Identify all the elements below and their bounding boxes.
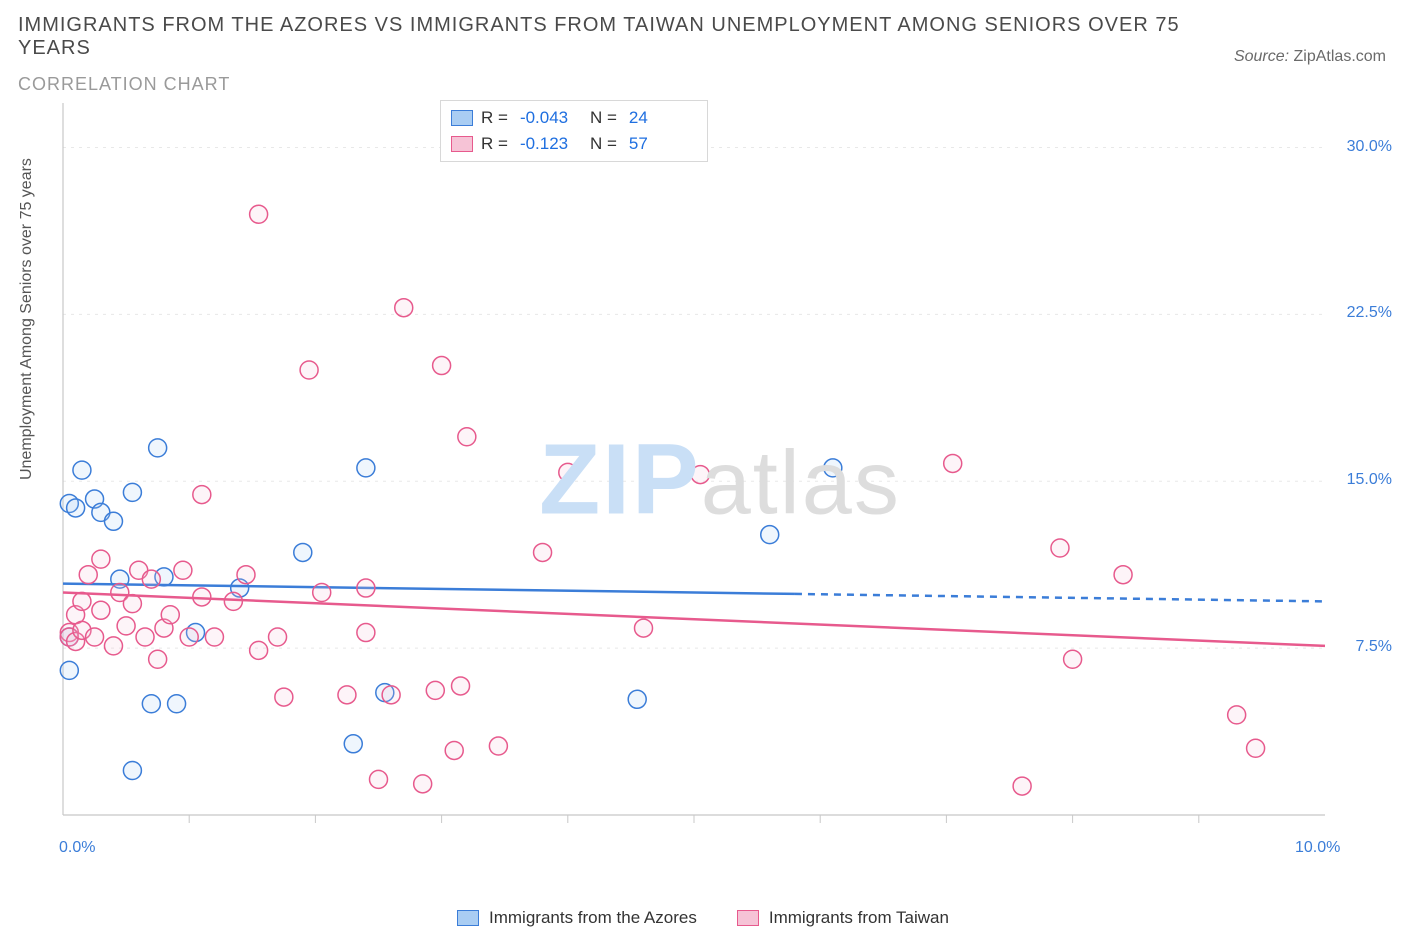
page-subtitle: CORRELATION CHART	[18, 74, 1206, 95]
legend-row-azores: R = -0.043 N = 24	[451, 105, 691, 131]
y-tick-label: 22.5%	[1347, 304, 1392, 322]
n-label: N =	[590, 105, 617, 131]
series-label-azores: Immigrants from the Azores	[489, 908, 697, 928]
correlation-legend: R = -0.043 N = 24 R = -0.123 N = 57	[440, 100, 708, 162]
legend-item-taiwan: Immigrants from Taiwan	[737, 908, 949, 928]
y-axis-label: Unemployment Among Seniors over 75 years	[18, 158, 36, 480]
source-label: Source:	[1234, 48, 1289, 65]
series-legend: Immigrants from the Azores Immigrants fr…	[0, 908, 1406, 928]
legend-item-azores: Immigrants from the Azores	[457, 908, 697, 928]
y-tick-label: 7.5%	[1356, 638, 1392, 656]
swatch-taiwan	[737, 910, 759, 926]
swatch-azores	[457, 910, 479, 926]
y-tick-label: 30.0%	[1347, 138, 1392, 156]
scatter-plot-svg	[55, 95, 1385, 865]
page-title: IMMIGRANTS FROM THE AZORES VS IMMIGRANTS…	[18, 14, 1206, 60]
swatch-azores	[451, 110, 473, 126]
series-label-taiwan: Immigrants from Taiwan	[769, 908, 949, 928]
r-label: R =	[481, 105, 508, 131]
x-tick-label: 10.0%	[1295, 839, 1340, 857]
source-name: ZipAtlas.com	[1294, 48, 1386, 65]
n-value-azores: 24	[629, 105, 691, 131]
r-value-taiwan: -0.123	[520, 131, 582, 157]
r-value-azores: -0.043	[520, 105, 582, 131]
r-label: R =	[481, 131, 508, 157]
y-tick-label: 15.0%	[1347, 471, 1392, 489]
n-value-taiwan: 57	[629, 131, 691, 157]
chart-area: ZIPatlas	[55, 95, 1385, 865]
x-tick-label: 0.0%	[59, 839, 95, 857]
n-label: N =	[590, 131, 617, 157]
legend-row-taiwan: R = -0.123 N = 57	[451, 131, 691, 157]
swatch-taiwan	[451, 136, 473, 152]
source-attribution: Source: ZipAtlas.com	[1234, 48, 1386, 66]
